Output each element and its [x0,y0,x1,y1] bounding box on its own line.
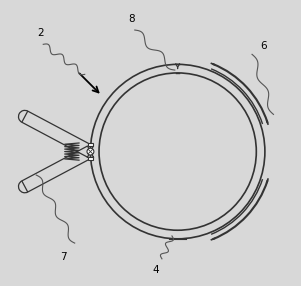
Text: 6: 6 [260,41,267,51]
Text: 2: 2 [37,28,44,38]
Text: 7: 7 [60,253,67,262]
Bar [88,157,93,160]
Text: 4: 4 [153,265,160,275]
Bar [88,143,93,146]
Text: 8: 8 [129,14,135,23]
Circle shape [87,148,94,155]
